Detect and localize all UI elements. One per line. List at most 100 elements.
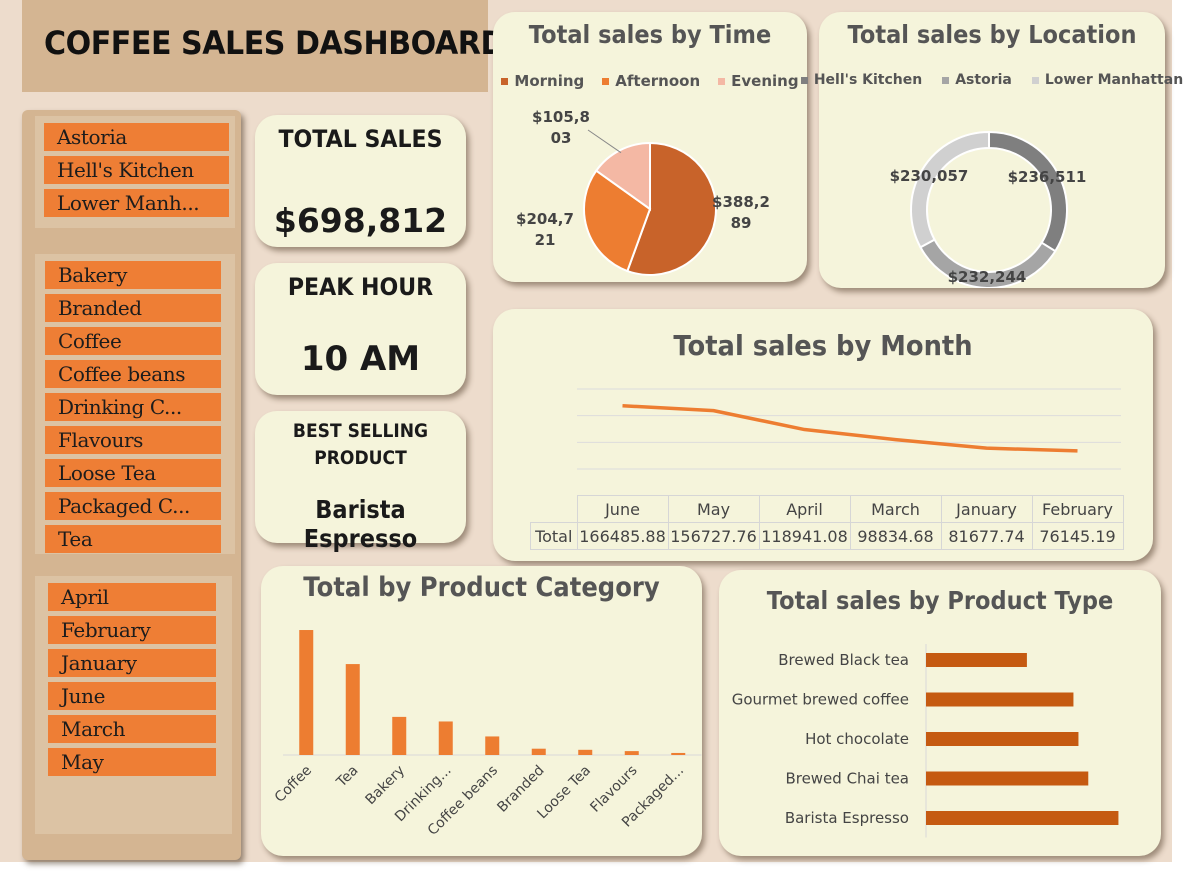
category-bar-flavours (624, 751, 639, 755)
sales-by-month-title: Total sales by Month (673, 329, 973, 362)
pie-label-afternoon: $204,7 21 (516, 210, 574, 249)
legend-swatch (942, 76, 950, 84)
month-table-value-row: Total 166485.88 156727.76 118941.08 98834.68… (530, 522, 1124, 550)
legend-label: Evening (731, 72, 799, 90)
category-bar-coffee-beans (485, 736, 500, 755)
best-selling-value: Barista Espresso (303, 495, 418, 553)
donut-label-astoria: $232,244 (948, 268, 1027, 286)
legend-item-evening: Evening (718, 72, 799, 90)
pie-label-morning: $388,2 89 (712, 193, 770, 232)
type-tick-brewed-chai-tea: Brewed Chai tea (785, 770, 909, 788)
month-value-april: 118941.08 (758, 522, 851, 550)
pie-label-line: $204,7 (516, 210, 574, 228)
slicer-item-astoria[interactable]: Astoria (44, 123, 229, 151)
type-bar-brewed-chai-tea (926, 771, 1089, 786)
type-bar-hot-chocolate (926, 732, 1079, 746)
pie-label-line: $388,2 (712, 193, 770, 211)
legend-swatch (718, 78, 726, 85)
category-tick-tea: Tea (333, 763, 362, 792)
category-bar-tea (345, 664, 360, 755)
slicer-item-drinking-c[interactable]: Drinking C... (45, 393, 221, 421)
slicer-item-may[interactable]: May (48, 748, 216, 776)
pie-label-line: $105,8 (532, 108, 590, 126)
legend-swatch (1031, 76, 1039, 84)
pie-label-line: 03 (551, 129, 572, 147)
sales-by-location-card: Total sales by Location Hell's Kitchen As… (800, 12, 1183, 288)
sales-by-location-donut: $236,511 $232,244 $230,057 (890, 130, 1087, 288)
type-bar-brewed-black-tea (926, 653, 1027, 667)
type-tick-brewed-black-tea: Brewed Black tea (778, 651, 909, 669)
month-value-january: 81677.74 (940, 522, 1033, 550)
month-header-april: April (758, 495, 851, 523)
legend-item-morning: Morning (501, 72, 584, 90)
total-sales-label: TOTAL SALES (278, 125, 443, 153)
slicer-item-lower-manh[interactable]: Lower Manh... (44, 189, 229, 217)
sales-by-location-title: Total sales by Location (847, 20, 1137, 49)
category-bar-packaged (671, 752, 686, 755)
sales-by-time-pie: $388,2 89 $204,7 21 $105,8 03 (516, 108, 770, 276)
best-selling-label-1: BEST SELLING (292, 420, 429, 442)
sales-by-time-card: Total sales by Time Morning Afternoon Even… (493, 12, 807, 282)
type-tick-hot-chocolate: Hot chocolate (805, 730, 909, 748)
donut-slice-lower-manhattan (910, 130, 990, 249)
slicer-item-loose-tea[interactable]: Loose Tea (45, 459, 221, 487)
slicer-item-february[interactable]: February (48, 616, 216, 644)
category-tick-coffee: Coffee (272, 763, 315, 806)
month-header-february: February (1031, 495, 1124, 523)
slicer-item-june[interactable]: June (48, 682, 216, 710)
legend-item-hell-s-kitchen: Hell's Kitchen (800, 72, 922, 88)
pie-slice-evening (594, 141, 651, 211)
slicer-item-january[interactable]: January (48, 649, 216, 677)
donut-label-hell-s-kitchen: $236,511 (1008, 168, 1087, 186)
month-slicer: April February January June March May (35, 576, 232, 834)
slicer-item-april[interactable]: April (48, 583, 216, 611)
legend-label: Astoria (955, 72, 1012, 88)
month-series-line (622, 404, 1078, 453)
product-type-card: Total sales by Product Type Brewed Black… (719, 570, 1161, 856)
sales-by-location-legend: Hell's Kitchen Astoria Lower Manhattan (800, 72, 1183, 88)
month-value-february: 76145.19 (1031, 522, 1124, 550)
slicer-item-hell-s-kitchen[interactable]: Hell's Kitchen (44, 156, 229, 184)
product-type-bar-chart: Brewed Black tea Gourmet brewed coffee Hot… (732, 644, 1119, 838)
slicer-item-packaged-c[interactable]: Packaged C... (45, 492, 221, 520)
pie-label-evening: $105,8 03 (532, 108, 590, 147)
title-bar: COFFEE SALES DASHBOARD (22, 0, 505, 92)
slicer-item-tea[interactable]: Tea (45, 525, 221, 553)
pie-label-line: 21 (535, 231, 556, 249)
category-bar-bakery (392, 716, 407, 755)
pie-label-line: 89 (731, 214, 752, 232)
sales-by-month-table: June May April March January February Total 16… (530, 495, 1124, 550)
slicer-item-coffee[interactable]: Coffee (45, 327, 221, 355)
legend-swatch (501, 78, 509, 85)
month-value-may: 156727.76 (667, 522, 760, 550)
category-slicer: Bakery Branded Coffee Coffee beans Drinking … (35, 254, 235, 554)
category-bar-coffee (299, 630, 314, 755)
legend-swatch (602, 78, 610, 85)
slicer-item-bakery[interactable]: Bakery (45, 261, 221, 289)
month-header-may: May (667, 495, 760, 523)
legend-item-lower-manhattan: Lower Manhattan (1031, 72, 1184, 88)
month-table-series-label: Total (530, 522, 578, 550)
type-bar-gourmet-brewed-coffee (926, 692, 1074, 707)
month-value-june: 166485.88 (576, 522, 669, 550)
category-bar-drinking (438, 721, 453, 755)
slicer-item-branded[interactable]: Branded (45, 294, 221, 322)
product-type-title: Total sales by Product Type (766, 586, 1114, 615)
peak-hour-value: 10 AM (300, 339, 421, 379)
slicer-item-flavours[interactable]: Flavours (45, 426, 221, 454)
donut-slice-hell-s-kitchen (988, 130, 1068, 253)
product-category-card: Total by Product Category Coffee Tea Baker… (261, 566, 702, 856)
peak-hour-card: PEAK HOUR 10 AM (255, 263, 466, 395)
legend-swatch (800, 76, 808, 84)
slicer-item-coffee-beans[interactable]: Coffee beans (45, 360, 221, 388)
legend-item-astoria: Astoria (942, 72, 1012, 88)
month-header-march: March (849, 495, 942, 523)
dashboard-title: COFFEE SALES DASHBOARD (44, 24, 505, 62)
legend-label: Lower Manhattan (1044, 72, 1184, 88)
slicer-item-march[interactable]: March (48, 715, 216, 743)
legend-label: Afternoon (615, 72, 701, 90)
type-bar-barista-espresso (926, 811, 1119, 825)
month-value-march: 98834.68 (849, 522, 942, 550)
best-selling-card: BEST SELLING PRODUCT Barista Espresso (255, 411, 466, 553)
